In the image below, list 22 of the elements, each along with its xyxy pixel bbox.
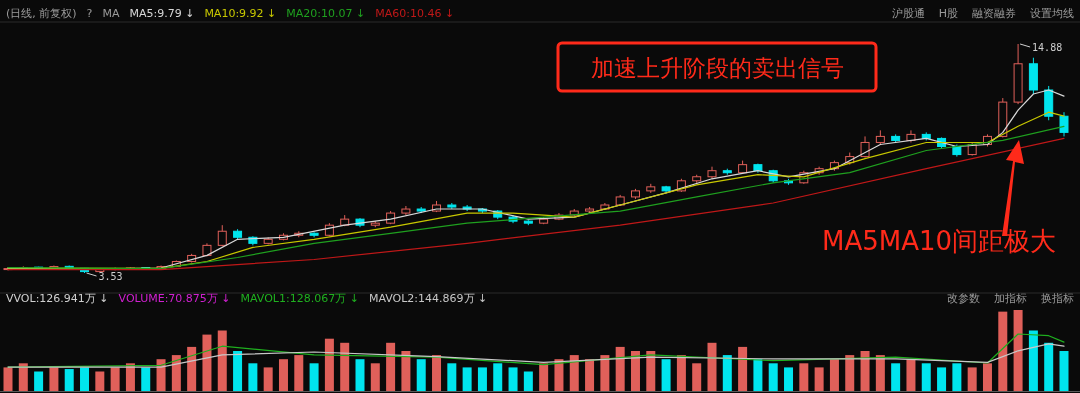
annotation: 加速上升阶段的卖出信号: [590, 55, 844, 81]
text: (日线, 前复权): [6, 7, 77, 20]
text: 沪股通: [891, 7, 925, 20]
text: 设置均线: [1030, 7, 1074, 20]
annotation: 14.88: [1032, 42, 1063, 53]
text: 加指标: [994, 292, 1027, 305]
annotation: 3.53: [98, 271, 123, 282]
text: MA: [102, 7, 120, 20]
text: ?: [86, 7, 93, 20]
text: 换指标: [1041, 292, 1074, 305]
text: MA10:9.92 ↓: [204, 7, 277, 20]
text: MAVOL2:144.869万 ↓: [368, 292, 488, 305]
text: 融资融券: [972, 7, 1016, 20]
text: MA5:9.79 ↓: [129, 7, 195, 20]
text: 改参数: [947, 292, 980, 305]
text: MA20:10.07 ↓: [286, 7, 366, 20]
text: H股: [938, 7, 958, 20]
text: MAVOL1:128.067万 ↓: [240, 292, 359, 305]
text: VVOL:126.941万 ↓: [6, 292, 109, 305]
text: MA60:10.46 ↓: [375, 7, 455, 20]
text: VOLUME:70.875万 ↓: [118, 292, 231, 305]
annotation: MA5MA10间距极大: [822, 226, 1057, 256]
